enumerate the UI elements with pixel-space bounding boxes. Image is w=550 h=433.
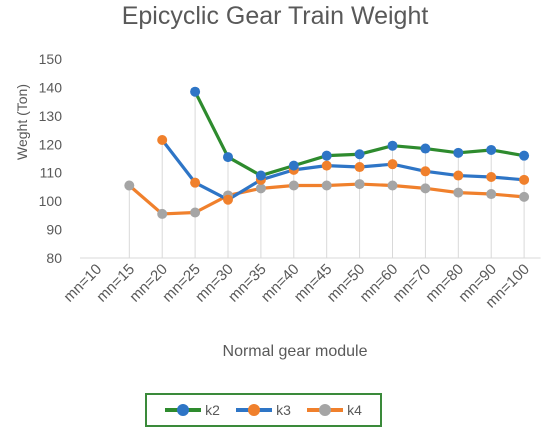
data-point-k3	[354, 162, 365, 173]
data-point-k4	[420, 183, 431, 194]
y-tick-label: 80	[46, 250, 62, 266]
legend-swatch-k3	[236, 404, 273, 416]
data-point-k3	[453, 170, 464, 181]
y-tick-label: 110	[40, 165, 63, 181]
data-point-k3	[519, 174, 530, 185]
legend-label-k2: k2	[205, 402, 220, 418]
data-point-k4	[288, 180, 299, 191]
y-tick-label: 120	[39, 136, 63, 152]
data-point-k2	[519, 150, 530, 161]
data-point-k3	[321, 160, 332, 171]
data-point-k3	[190, 177, 201, 188]
legend-item-k2: k2	[165, 402, 220, 418]
data-point-k4	[453, 187, 464, 198]
data-point-k4	[124, 180, 135, 191]
data-point-k3	[486, 171, 497, 182]
data-point-k2	[255, 170, 266, 181]
y-tick-label: 130	[39, 108, 63, 124]
y-tick-label: 150	[39, 51, 63, 67]
chart-title: Epicyclic Gear Train Weight	[121, 2, 429, 30]
legend-label-k3: k3	[276, 402, 291, 418]
data-point-k4	[519, 191, 530, 202]
legend-item-k4: k4	[307, 402, 362, 418]
data-point-k2	[288, 160, 299, 171]
data-point-k2	[190, 86, 201, 97]
data-point-k3	[157, 135, 168, 146]
data-point-k4	[255, 183, 266, 194]
data-point-k4	[486, 189, 497, 200]
data-point-k4	[321, 180, 332, 191]
legend-swatch-k4	[307, 404, 344, 416]
legend: k2 k3 k4	[145, 393, 382, 427]
series-line-k3	[160, 139, 525, 202]
data-point-k3	[223, 194, 233, 205]
data-point-k2	[321, 150, 332, 161]
data-point-k2	[387, 140, 398, 151]
legend-item-k3: k3	[236, 402, 291, 418]
data-point-k2	[354, 149, 365, 160]
data-point-k2	[453, 147, 464, 158]
data-point-k4	[190, 207, 201, 218]
data-point-k4	[387, 180, 398, 191]
legend-label-k4: k4	[347, 402, 362, 418]
data-point-k3	[420, 166, 431, 177]
data-point-k2	[223, 152, 233, 163]
y-tick-label: 140	[39, 79, 63, 95]
data-point-k2	[420, 143, 431, 154]
y-tick-label: 100	[39, 193, 63, 209]
data-point-k2	[486, 144, 497, 155]
data-point-k4	[354, 179, 365, 190]
x-axis-label: Normal gear module	[222, 343, 368, 360]
y-tick-label: 90	[46, 222, 62, 238]
legend-swatch-k2	[165, 404, 202, 416]
data-point-k3	[387, 159, 398, 170]
data-point-k4	[157, 208, 168, 219]
